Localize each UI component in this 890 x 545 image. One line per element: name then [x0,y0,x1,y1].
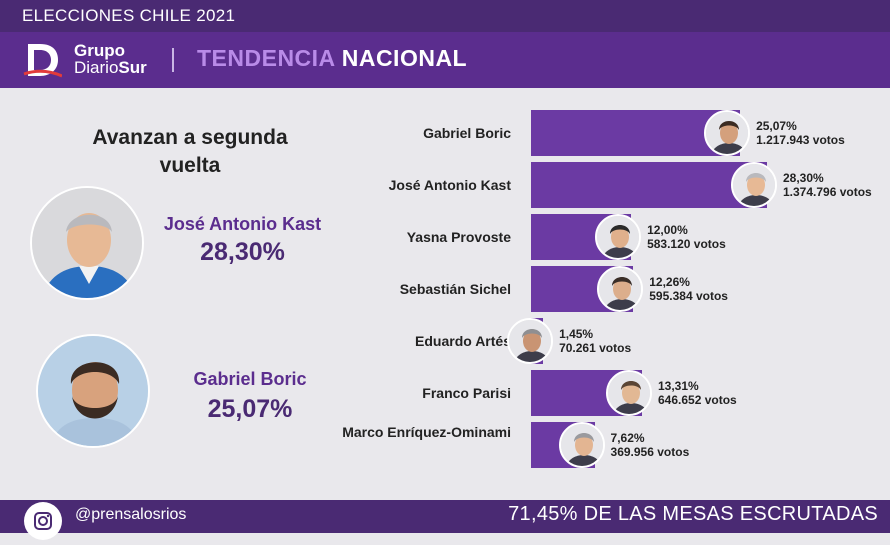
bar-annotation: 28,30% 1.374.796 votos [783,171,872,199]
candidate-avatar-icon [605,370,652,416]
grupo-diariosur-logo-icon [23,44,62,78]
boric-portrait-icon [36,334,150,448]
election-title: ELECCIONES CHILE 2021 [22,6,236,25]
bar-votes-label: 583.120 votos [647,237,726,251]
second-candidate-name: Gabriel Boric [193,369,307,389]
bar-annotation: 13,31% 646.652 votos [658,379,737,407]
runoff-title: Avanzan a segunda vuelta [92,126,288,177]
bar-votes-label: 369.956 votos [610,445,690,459]
bar-annotation: 1,45% 70.261 votos [559,327,631,355]
bar-label: Gabriel Boric [423,125,511,141]
bar-value-label: 7,62% [610,431,645,445]
bar-annotation: 12,26% 595.384 votos [649,275,728,303]
top-bar: ELECCIONES CHILE 2021 [0,0,890,32]
candidate-avatar-icon [595,214,642,260]
bar-annotation: 7,62% 369.956 votos [611,431,690,459]
candidate-avatar-icon [704,110,751,156]
first-candidate-name: José Antonio Kast [163,214,322,234]
second-candidate-percentage: 25,07% [207,395,293,423]
bar-label: Sebastián Sichel [399,281,511,297]
header-banner: Grupo DiarioSur TENDENCIA NACIONAL [0,32,890,88]
instagram-icon[interactable] [24,502,62,540]
header-divider [172,48,174,72]
bar-label: Yasna Provoste [406,229,511,245]
bar-value-label: 1,45% [559,327,594,341]
bar-votes-label: 595.384 votos [649,289,728,303]
candidate-avatar-icon [507,318,554,364]
bar [531,162,767,208]
bar-label: Franco Parisi [422,385,511,401]
candidate-avatar-icon [558,422,605,468]
bar-label: Marco Enríquez-Ominami [342,424,511,440]
scrutiny-progress: 71,45% DE LAS MESAS ESCRUTADAS [508,503,878,525]
bar-votes-label: 70.261 votos [559,341,632,355]
bar-votes-label: 646.652 votos [657,393,737,407]
bar-value-label: 12,26% [649,275,690,289]
bar-annotation: 25,07% 1.217.943 votos [756,119,845,147]
kast-portrait-icon [30,186,144,300]
bar-value-label: 28,30% [783,171,824,185]
first-candidate-percentage: 28,30% [200,238,285,266]
logo-wordmark: Grupo DiarioSur [74,41,147,77]
bar-value-label: 13,31% [657,379,699,393]
bar-votes-label: 1.374.796 votos [783,185,872,199]
bar-value-label: 25,07% [756,119,797,133]
bar-value-label: 12,00% [647,223,688,237]
page-title: TENDENCIA NACIONAL [197,45,468,71]
bar-label: José Antonio Kast [388,177,511,193]
bar-votes-label: 1.217.943 votos [756,133,845,147]
candidate-avatar-icon [731,162,777,208]
bar-label: Eduardo Artés [415,333,511,349]
candidate-avatar-icon [597,266,644,312]
instagram-handle[interactable]: @prensalosrios [75,506,187,523]
bar-annotation: 12,00% 583.120 votos [647,223,726,251]
footer-bar: @prensalosrios 71,45% DE LAS MESAS ESCRU… [0,500,890,540]
